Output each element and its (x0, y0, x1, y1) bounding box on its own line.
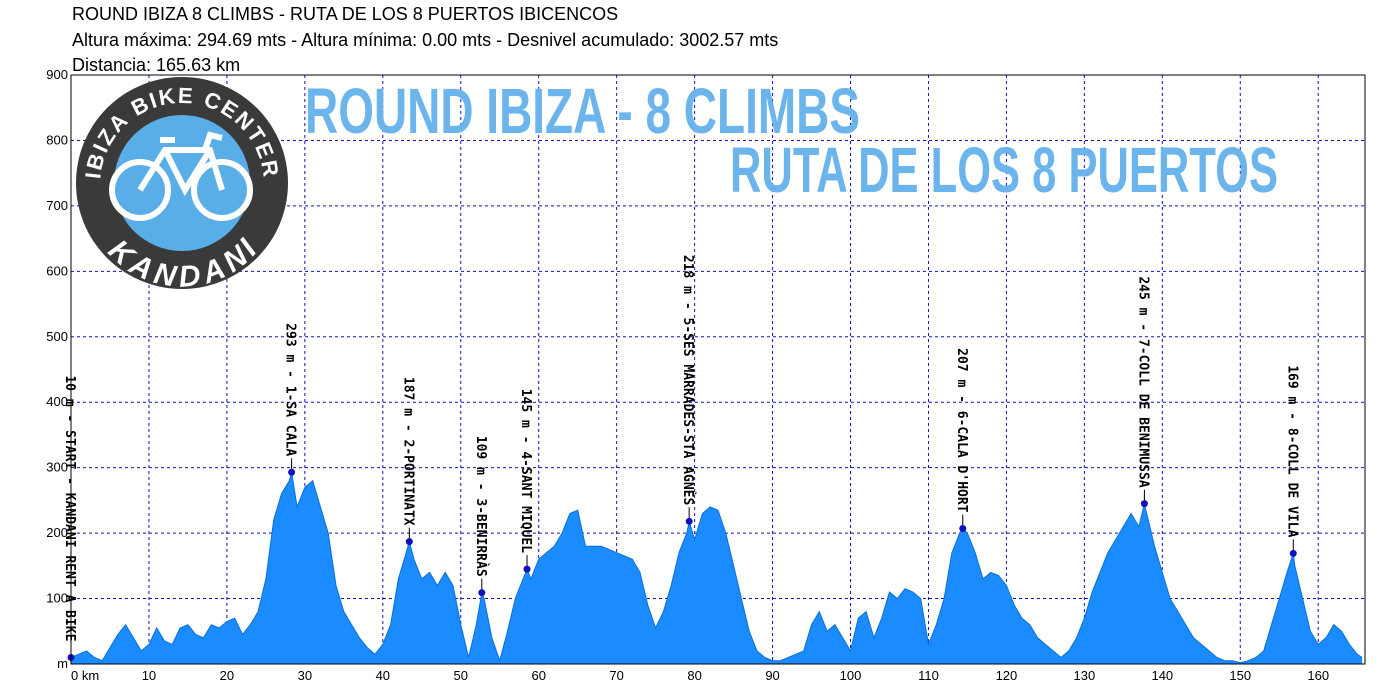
waypoints: 10 m - START - KANDANI RENT A BIKE 293 m … (62, 255, 1299, 661)
x-tick-label: 50 (454, 668, 468, 683)
x-tick-label: 80 (687, 668, 701, 683)
waypoint-marker (1289, 549, 1297, 557)
x-tick-label: 100 (840, 668, 862, 683)
chart-subtitle: Altura máxima: 294.69 mts - Altura mínim… (72, 30, 778, 50)
overlay-subtitle: RUTA DE LOS 8 PUERTOS (730, 134, 1278, 206)
logo-bike (109, 131, 253, 221)
waypoint-marker (1140, 500, 1148, 508)
x-tick-label: 0 km (71, 668, 99, 683)
y-tick-label: 800 (46, 132, 68, 147)
x-tick-label: 30 (298, 668, 312, 683)
waypoint-label: 293 m - 1-SA CALA (283, 323, 298, 456)
waypoint-label: 218 m - 5-SES MARRADES-STA AGNÈS (680, 255, 696, 506)
y-tick-label: 300 (46, 460, 68, 475)
waypoint-marker (959, 525, 967, 533)
x-tick-label: 110 (918, 668, 939, 683)
x-tick-label: 40 (376, 668, 390, 683)
logo: IBIZA BIKE CENTER KANDANI (76, 77, 288, 294)
x-tick-label: 90 (765, 668, 779, 683)
x-tick-label: 70 (609, 668, 623, 683)
waypoint-marker (523, 565, 531, 573)
waypoint-marker (288, 468, 296, 476)
x-tick-label: 130 (1074, 668, 1096, 683)
x-tick-label: 140 (1151, 668, 1173, 683)
waypoint-marker (478, 589, 486, 597)
y-tick-label: 100 (46, 591, 68, 606)
y-tick-label: m (57, 656, 68, 671)
y-tick-label: 200 (46, 525, 68, 540)
chart-title: ROUND IBIZA 8 CLIMBS - RUTA DE LOS 8 PUE… (72, 4, 618, 24)
plot (70, 472, 1363, 664)
y-tick-label: 500 (46, 329, 68, 344)
y-tick-label: 900 (46, 67, 68, 82)
y-tick-label: 400 (46, 394, 68, 409)
waypoint-label: 145 m - 4-SANT MIQUEL (518, 389, 533, 554)
plot-frame (70, 74, 1366, 665)
grid (70, 74, 1365, 665)
waypoint-marker (405, 538, 413, 546)
waypoint-label: 10 m - START - KANDANI RENT A BIKE (62, 375, 77, 641)
waypoint-label: 109 m - 3-BENIRRÀS (473, 436, 489, 577)
x-tick-label: 120 (996, 668, 1018, 683)
x-tick-label: 20 (220, 668, 234, 683)
y-tick-label: 700 (46, 198, 68, 213)
waypoint-label: 169 m - 8-COLL DE VILA (1284, 365, 1299, 537)
elevation-area (71, 472, 1363, 664)
x-tick-label: 150 (1229, 668, 1251, 683)
waypoint-label: 187 m - 2-PORTINATX (400, 377, 415, 526)
waypoint-label: 207 m - 6-CALA D'HORT (954, 348, 969, 513)
waypoint-label: 245 m - 7-COLL DE BENIMUSSA (1135, 276, 1150, 487)
x-tick-label: 10 (142, 668, 156, 683)
overlay-title: ROUND IBIZA - 8 CLIMBS (305, 75, 860, 147)
chart-subtitle: Distancia: 165.63 km (72, 55, 240, 75)
x-tick-label: 160 (1307, 668, 1329, 683)
waypoint-marker (685, 517, 693, 525)
x-tick-label: 60 (531, 668, 545, 683)
y-tick-label: 600 (46, 263, 68, 278)
